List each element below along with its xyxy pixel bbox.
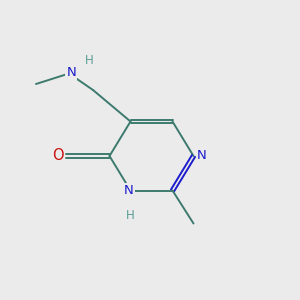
Text: O: O	[52, 148, 63, 164]
Text: N: N	[67, 66, 76, 80]
Text: H: H	[125, 208, 134, 222]
Text: N: N	[124, 184, 134, 197]
Text: N: N	[197, 149, 207, 162]
Text: H: H	[85, 54, 94, 68]
